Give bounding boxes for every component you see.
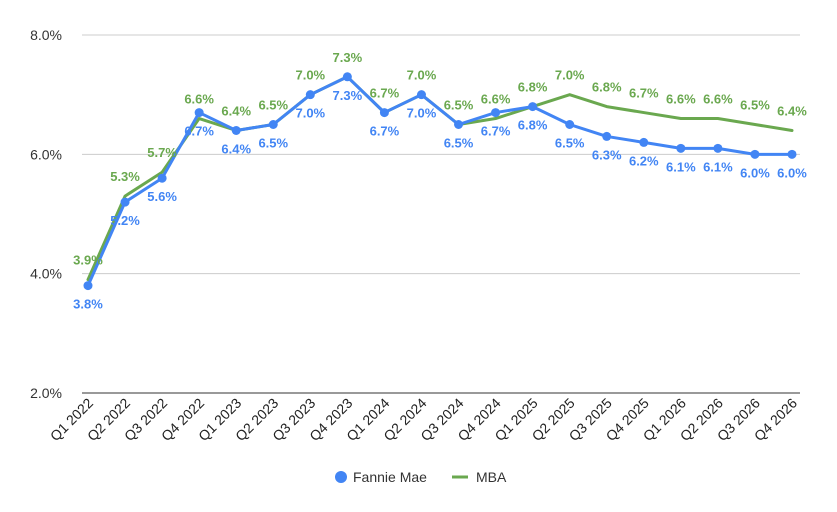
data-label: 6.1% <box>666 159 696 174</box>
data-label: 6.7% <box>370 86 400 101</box>
y-tick-label: 8.0% <box>30 27 62 43</box>
data-label: 6.0% <box>740 165 770 180</box>
y-tick-label: 4.0% <box>30 266 62 282</box>
data-point <box>268 120 278 129</box>
data-point <box>676 143 686 153</box>
data-label: 6.7% <box>184 124 214 139</box>
data-point <box>194 108 204 118</box>
data-label: 6.5% <box>444 136 474 151</box>
data-point <box>120 197 130 207</box>
data-label: 7.0% <box>295 106 325 121</box>
data-point <box>454 120 464 129</box>
data-label: 7.0% <box>295 68 325 83</box>
y-axis: 2.0% 4.0% 6.0% 8.0% <box>30 27 62 401</box>
data-point <box>787 149 797 159</box>
data-label: 6.8% <box>592 80 622 95</box>
data-label: 6.6% <box>184 92 214 107</box>
y-tick-label: 6.0% <box>30 146 62 162</box>
data-label: 6.5% <box>258 136 288 151</box>
data-label: 6.4% <box>221 103 251 118</box>
data-label: 6.3% <box>592 147 622 162</box>
legend-marker-fannie-mae <box>335 471 347 483</box>
data-label: 5.6% <box>147 189 177 204</box>
data-point <box>750 149 760 159</box>
data-point <box>342 72 352 82</box>
data-label: 6.6% <box>666 92 696 107</box>
data-label: 5.2% <box>110 213 140 228</box>
data-point <box>231 125 241 135</box>
legend-label: MBA <box>476 469 507 485</box>
data-label: 6.5% <box>555 136 585 151</box>
data-point <box>602 131 612 141</box>
data-label: 6.1% <box>703 159 733 174</box>
data-point <box>713 143 723 153</box>
data-point <box>528 102 538 112</box>
data-point <box>565 120 575 129</box>
data-label: 6.7% <box>629 86 659 101</box>
data-label: 5.3% <box>110 169 140 184</box>
data-point <box>491 108 501 118</box>
data-label: 3.9% <box>73 253 103 268</box>
data-point <box>639 137 649 147</box>
data-label: 6.0% <box>777 165 807 180</box>
series-layer <box>83 72 797 291</box>
data-point <box>379 108 389 118</box>
data-point <box>83 281 93 291</box>
data-label: 6.2% <box>629 153 659 168</box>
data-label: 7.3% <box>333 50 363 65</box>
gridlines <box>82 34 800 394</box>
data-label: 7.0% <box>555 68 585 83</box>
data-label: 7.0% <box>407 68 437 83</box>
data-label: 6.7% <box>481 124 511 139</box>
data-label: 3.8% <box>73 297 103 312</box>
data-label: 6.8% <box>518 80 548 95</box>
data-point <box>305 90 315 100</box>
series-line-mba <box>86 75 794 282</box>
data-label: 6.8% <box>518 118 548 133</box>
data-point <box>416 90 426 100</box>
data-label: 6.4% <box>221 141 251 156</box>
series-line-fannie-mae <box>86 75 794 288</box>
data-label: 7.3% <box>333 88 363 103</box>
data-label: 6.5% <box>258 98 288 113</box>
legend: Fannie Mae MBA <box>335 469 507 485</box>
data-label: 6.7% <box>370 124 400 139</box>
data-label: 6.5% <box>444 98 474 113</box>
legend-label: Fannie Mae <box>353 469 427 485</box>
data-label: 5.7% <box>147 145 177 160</box>
data-label: 6.6% <box>481 92 511 107</box>
data-label: 6.6% <box>703 92 733 107</box>
data-label: 7.0% <box>407 106 437 121</box>
data-labels: 3.8% 5.2% 5.6% 6.7% 6.4% 6.5% 7.0% 7.3% 6.7% 7.0%… <box>73 50 807 312</box>
data-label: 6.5% <box>740 98 770 113</box>
data-point <box>157 173 167 183</box>
data-label: 6.4% <box>777 103 807 118</box>
y-tick-label: 2.0% <box>30 385 62 401</box>
